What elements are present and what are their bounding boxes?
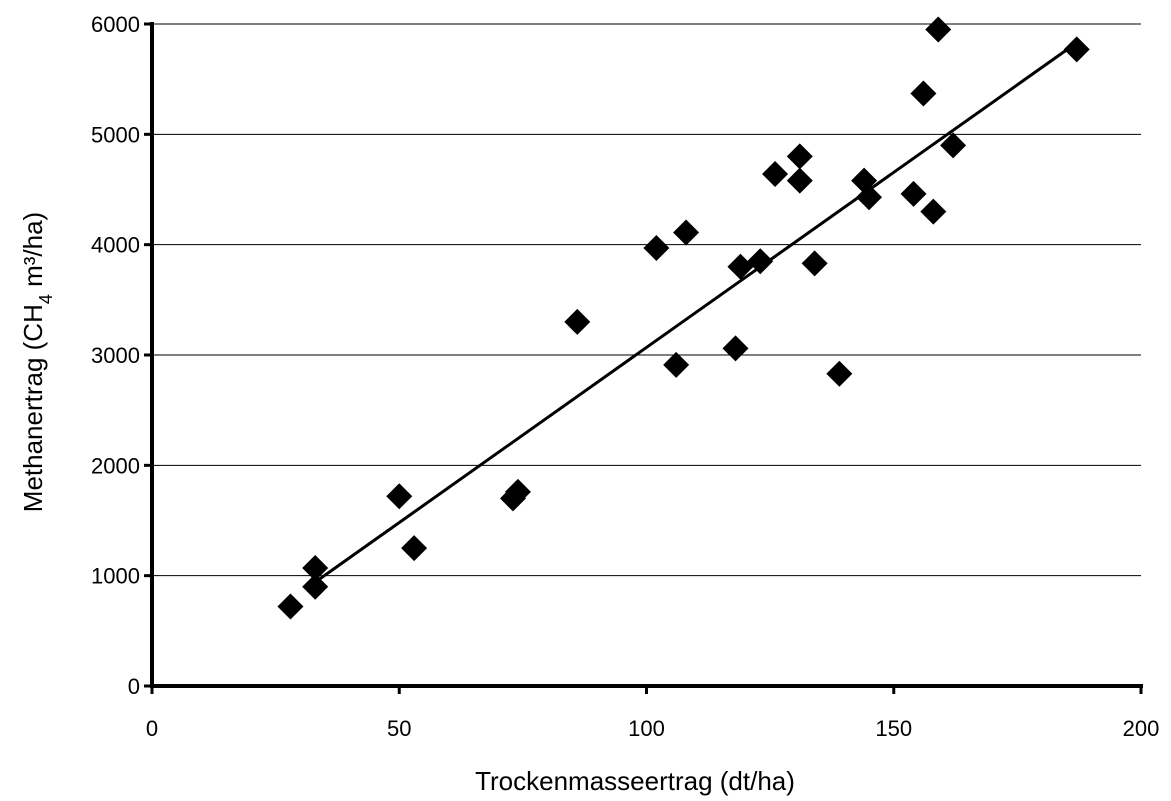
data-point [940, 132, 967, 159]
data-point [801, 250, 828, 277]
y-tick-label: 4000 [91, 233, 140, 258]
y-tick-label: 2000 [91, 453, 140, 478]
data-point [747, 248, 774, 275]
data-point [564, 308, 591, 335]
x-tick-label: 50 [387, 716, 411, 741]
data-point [900, 180, 927, 207]
data-point [920, 198, 947, 225]
data-point [663, 351, 690, 378]
data-point [386, 483, 413, 510]
x-tick-label: 100 [628, 716, 665, 741]
data-point [401, 535, 428, 562]
trendline [309, 41, 1078, 587]
trendline-layer [309, 41, 1078, 587]
data-point [826, 360, 853, 387]
y-tick-label: 0 [128, 674, 140, 699]
x-tick-label: 150 [875, 716, 912, 741]
data-point [1063, 36, 1090, 63]
ticks: 0 1000 2000 3000 4000 5000 6000 0 50 100 150 200 [91, 12, 1159, 741]
data-point [504, 478, 531, 505]
y-tick-label: 3000 [91, 343, 140, 368]
data-point [673, 219, 700, 246]
y-tick-label: 6000 [91, 12, 140, 37]
data-point [277, 593, 304, 620]
data-point [302, 573, 329, 600]
gridlines [152, 23, 1141, 577]
data-point [302, 554, 329, 581]
data-point [727, 253, 754, 280]
x-tick-label: 0 [146, 716, 158, 741]
y-tick-label: 1000 [91, 564, 140, 589]
x-tick-label: 200 [1123, 716, 1160, 741]
data-point [786, 143, 813, 170]
y-axis-title: Methanertrag (CH4 m³/ha) [18, 212, 56, 512]
data-point [762, 161, 789, 188]
data-point [643, 234, 670, 261]
data-point [856, 184, 883, 211]
x-axis-title: Trockenmasseertrag (dt/ha) [475, 766, 795, 796]
data-point [910, 80, 937, 107]
y-tick-label: 5000 [91, 122, 140, 147]
data-point [722, 335, 749, 362]
data-point [925, 16, 952, 43]
data-points [277, 16, 1090, 620]
data-point [786, 167, 813, 194]
